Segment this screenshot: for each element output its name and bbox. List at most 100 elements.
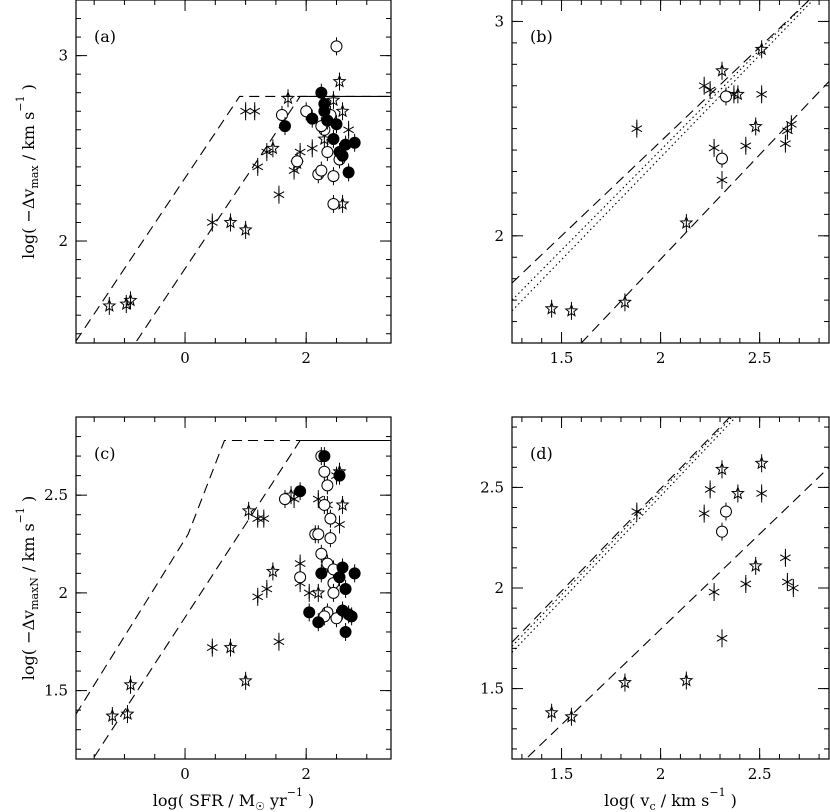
- x-axis-label-part: c: [649, 800, 655, 812]
- point-asterisk: [708, 586, 720, 599]
- point-filled-circle: [303, 606, 316, 619]
- point-asterisk: [334, 518, 345, 531]
- y-tick-label: 2.5: [480, 478, 504, 496]
- x-axis-label-part: ): [726, 791, 737, 810]
- guide-line-dotted: [512, 417, 733, 647]
- point-asterisk: [698, 79, 710, 92]
- x-axis-label: log( SFR / M☉ yr−1 ): [153, 786, 315, 812]
- point-asterisk: [343, 123, 355, 136]
- y-axis-label: log( −ΔvmaxN / km s−1 ): [14, 496, 41, 680]
- point-open-circle: [318, 498, 331, 511]
- point-filled-circle: [330, 118, 343, 131]
- point-asterisk: [716, 632, 728, 645]
- panel-b-frame: [511, 0, 830, 344]
- point-asterisk: [261, 146, 273, 159]
- point-star: [544, 705, 559, 719]
- point-open-circle: [330, 612, 343, 625]
- point-filled-circle: [318, 105, 331, 118]
- data-points: [544, 454, 799, 726]
- point-star: [241, 503, 256, 517]
- x-axis-label-part: yr: [265, 791, 287, 810]
- point-asterisk: [756, 88, 768, 101]
- data-points: [544, 40, 797, 320]
- point-star: [223, 215, 238, 229]
- point-star: [120, 706, 135, 721]
- guide-lines: [76, 439, 391, 758]
- point-asterisk: [781, 124, 793, 137]
- y-tick-label: 3: [494, 12, 504, 30]
- point-asterisk: [779, 551, 791, 564]
- point-open-circle: [330, 40, 343, 53]
- point-asterisk: [261, 582, 273, 595]
- point-filled-circle: [345, 610, 358, 623]
- point-open-circle: [719, 90, 732, 103]
- guide-line-dashed: [580, 81, 829, 343]
- point-asterisk: [698, 507, 710, 520]
- point-star: [265, 564, 280, 578]
- guide-line-dashed: [512, 417, 731, 643]
- point-filled-circle: [342, 166, 355, 179]
- y-axis-label-part: / km s: [19, 523, 38, 577]
- guide-lines: [512, 417, 829, 758]
- y-axis-label: log( −Δvmax / km s−1 ): [14, 84, 41, 259]
- point-asterisk: [704, 483, 716, 496]
- point-asterisk: [756, 487, 768, 500]
- x-axis-label-part: −1: [287, 786, 303, 799]
- point-asterisk: [206, 641, 218, 654]
- y-tick-label: 2.5: [44, 486, 68, 504]
- point-asterisk: [631, 122, 643, 135]
- y-axis-label-part: / km s: [19, 112, 38, 166]
- point-asterisk: [288, 493, 300, 506]
- x-tick-label: 2: [656, 349, 666, 367]
- y-axis-label-part: −1: [14, 507, 27, 523]
- panel-d: 1.5 2 2.5 1.5 2 2.5 (d) log( vc / km s−1 ): [480, 416, 830, 812]
- point-star: [311, 585, 326, 599]
- point-asterisk: [785, 118, 797, 131]
- point-star: [617, 675, 632, 689]
- point-filled-circle: [318, 450, 331, 463]
- point-star: [102, 298, 117, 312]
- point-star: [123, 677, 138, 691]
- point-filled-circle: [333, 469, 346, 482]
- guide-line-dashed: [76, 95, 391, 342]
- point-star: [748, 558, 763, 572]
- panel-c-frame: [75, 416, 392, 760]
- point-filled-circle: [333, 571, 346, 584]
- point-asterisk: [631, 505, 643, 518]
- panel-a: 0 2 2 3 (a) log( −Δvmax / km s−1 ): [14, 0, 392, 367]
- y-tick-label: 1.5: [480, 680, 504, 698]
- point-star: [335, 103, 350, 118]
- point-star: [281, 90, 296, 105]
- point-star: [617, 294, 632, 309]
- point-asterisk: [252, 160, 264, 173]
- panel-c: 0 21.522.5(c)log( −ΔvmaxN / km s−1 )log( …: [14, 416, 392, 812]
- guide-line-dotted: [512, 0, 810, 301]
- y-axis-label-part: ): [19, 496, 38, 507]
- point-filled-circle: [339, 582, 352, 595]
- point-open-circle: [719, 505, 732, 518]
- point-star: [223, 640, 238, 654]
- point-star: [238, 673, 253, 687]
- point-open-circle: [312, 528, 325, 541]
- point-open-circle: [716, 152, 729, 165]
- y-tick-label: 3: [58, 47, 68, 65]
- point-open-circle: [321, 146, 334, 159]
- point-asterisk: [740, 139, 752, 152]
- point-asterisk: [252, 590, 264, 603]
- panel-d-frame: [511, 416, 830, 760]
- panel-label: (a): [94, 27, 116, 46]
- x-tick-label: 2: [301, 349, 311, 367]
- x-tick-label: 1.5: [550, 349, 574, 367]
- point-filled-circle: [315, 567, 328, 580]
- point-open-circle: [324, 532, 337, 545]
- x-tick-label: 2: [301, 765, 311, 783]
- point-star: [748, 119, 763, 133]
- y-axis-label-part: log( −Δv: [19, 610, 38, 680]
- y-tick-label: 2: [58, 584, 68, 602]
- y-tick-label: 2: [494, 227, 504, 245]
- point-star: [544, 301, 559, 315]
- x-axis-label-part: ): [303, 791, 314, 810]
- y-tick-label: 2: [494, 579, 504, 597]
- x-axis-label-part: / km s: [656, 791, 710, 810]
